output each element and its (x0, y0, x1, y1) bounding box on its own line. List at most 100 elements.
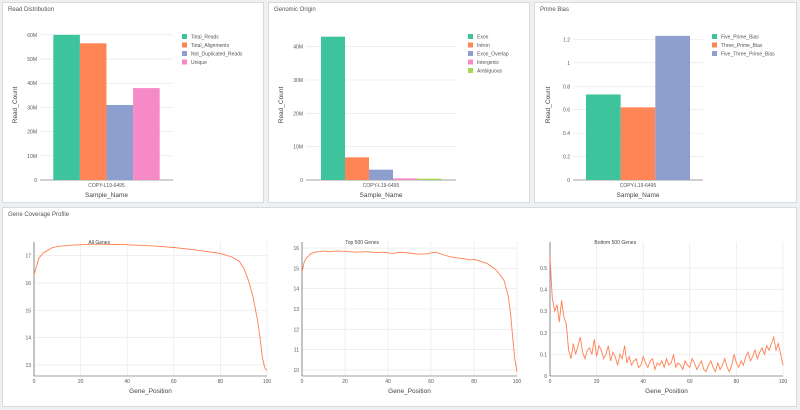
y-tick-label: 0.5 (540, 266, 547, 272)
y-tick-label: 0 (544, 374, 547, 380)
y-tick-label: 0.1 (540, 352, 547, 358)
x-tick-label: 20 (342, 379, 348, 385)
x-tick-label: 100 (779, 379, 788, 385)
legend-entry: Three_Prime_Bias (721, 43, 763, 49)
legend-swatch (182, 42, 187, 48)
legend-swatch (468, 42, 473, 48)
series-line (549, 257, 784, 373)
legend-swatch (468, 68, 473, 73)
bar-five-prime-bias (586, 94, 621, 180)
legend-swatch (182, 59, 187, 65)
bar-exon (321, 36, 345, 180)
y-axis-label: Read_Count (545, 87, 552, 124)
y-tick-label: 60M (27, 33, 37, 39)
x-tick-label: 60 (428, 379, 434, 385)
x-axis-label: Gene_Position (645, 388, 688, 395)
legend-entry: Unique (191, 60, 207, 66)
x-tick-label: 0 (301, 379, 304, 385)
y-tick-label: 20M (293, 111, 303, 117)
y-tick-label: 0.3 (540, 309, 547, 315)
y-tick-label: 13 (25, 363, 31, 369)
y-axis-label: Read_Count (12, 87, 19, 124)
bar-total-reads (53, 34, 80, 180)
y-tick-label: 20M (27, 130, 37, 136)
bar-not-duplicated-reads (106, 105, 134, 180)
chart-title: Top 500 Genes (345, 240, 379, 246)
y-tick-label: 14 (25, 336, 31, 342)
legend-entry: Not_Duplicated_Reads (191, 51, 243, 57)
series-line (301, 250, 518, 372)
legend-entry: Intron (477, 43, 490, 49)
x-tick-label: 40 (640, 379, 646, 385)
x-tick-label: COPY-L19-6495 (363, 183, 400, 189)
x-tick-label: 100 (263, 379, 272, 385)
bar-total-alignments (79, 43, 107, 180)
y-tick-label: 17 (25, 254, 31, 260)
y-tick-label: 40M (293, 45, 303, 51)
y-tick-label: 10M (27, 154, 37, 160)
x-tick-label: 80 (471, 379, 477, 385)
genomic-origin-panel: Genomic Origin (268, 2, 530, 203)
x-axis-label: Sample_Name (617, 192, 660, 199)
bar-ambiguous (417, 178, 441, 180)
legend-entry: Exon (477, 34, 489, 40)
y-tick-label: 0.2 (563, 155, 570, 161)
y-tick-label: 13 (293, 307, 299, 313)
bar-exon-overlap (369, 169, 393, 180)
x-tick-label: 0 (33, 379, 36, 385)
legend-swatch (468, 59, 473, 65)
series-line (33, 243, 268, 371)
y-tick-label: 0.8 (563, 84, 570, 90)
x-tick-label: 0 (549, 379, 552, 385)
x-tick-label: 60 (171, 379, 177, 385)
y-tick-label: 0.6 (563, 108, 570, 114)
x-axis-label: Sample_Name (360, 192, 403, 199)
legend-swatch (712, 34, 717, 39)
legend-entry: Ambiguous (477, 68, 503, 74)
x-axis-label: Gene_Position (388, 388, 431, 395)
legend-swatch (182, 34, 187, 39)
y-tick-label: 0.4 (563, 131, 570, 137)
panel-title: Gene Coverage Profile (8, 212, 70, 218)
x-axis-label: Gene_Position (129, 388, 172, 395)
chart-title: Bottom 500 Genes (594, 240, 636, 246)
legend-entry: Five_Prime_Bias (721, 34, 759, 40)
y-tick-label: 12 (293, 327, 299, 333)
legend-swatch (468, 51, 473, 56)
legend-swatch (468, 34, 473, 39)
legend-swatch (712, 42, 717, 48)
y-tick-label: 30M (293, 78, 303, 84)
y-tick-label: 0 (300, 178, 303, 184)
gene-coverage-panel: Gene Coverage Profile (2, 207, 797, 407)
bar-intergenic (393, 178, 417, 180)
panel-title: Genomic Origin (274, 7, 316, 13)
x-tick-label: COPY-L19-6495 (620, 183, 657, 189)
y-tick-label: 30M (27, 105, 37, 111)
x-tick-label: 100 (513, 379, 522, 385)
y-tick-label: 40M (27, 81, 37, 87)
bar-intron (345, 157, 369, 180)
y-tick-label: 1 (567, 61, 570, 67)
y-tick-label: 10M (293, 145, 303, 151)
bar-unique (133, 88, 160, 180)
y-axis-label: Read_Count (278, 87, 285, 124)
y-tick-label: 10 (293, 368, 299, 374)
x-tick-label: 40 (385, 379, 391, 385)
y-tick-label: 16 (25, 281, 31, 287)
y-tick-label: 14 (293, 287, 299, 293)
legend-entry: Five_Three_Prime_Bias (721, 51, 775, 57)
bar-three-prime-bias (620, 107, 656, 180)
legend-swatch (182, 51, 187, 56)
y-tick-label: 15 (25, 308, 31, 314)
y-tick-label: 16 (293, 246, 299, 252)
x-axis-label: Sample_Name (85, 192, 128, 199)
x-tick-label: 20 (594, 379, 600, 385)
y-tick-label: 15 (293, 266, 299, 272)
legend-entry: Total_Alignments (191, 43, 230, 49)
x-tick-label: 40 (124, 379, 130, 385)
y-tick-label: 0 (567, 178, 570, 184)
y-tick-label: 0.4 (540, 288, 547, 294)
bar-five-three-prime-bias (655, 35, 690, 180)
legend-swatch (712, 51, 717, 56)
